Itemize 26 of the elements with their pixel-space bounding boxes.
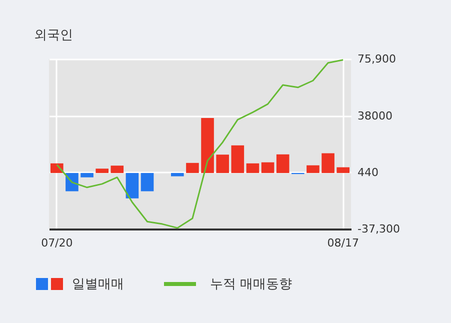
bar bbox=[186, 162, 199, 173]
bar bbox=[140, 172, 154, 192]
x-tick-label: 08/17 bbox=[327, 236, 359, 250]
chart-title: 외국인 bbox=[34, 27, 73, 44]
bar bbox=[80, 172, 94, 178]
bar bbox=[231, 145, 244, 173]
bar bbox=[201, 118, 214, 173]
legend-label: 일별매매 bbox=[72, 276, 124, 293]
bar bbox=[110, 166, 124, 173]
bar bbox=[171, 172, 184, 176]
line-series bbox=[56, 59, 344, 229]
bar bbox=[246, 163, 260, 173]
y-tick-label: -37,300 bbox=[358, 222, 400, 236]
y-tick-label: 440 bbox=[358, 166, 378, 179]
y-tick-label: 75,900 bbox=[358, 52, 396, 66]
bar bbox=[322, 153, 334, 173]
x-tick-label: 07/20 bbox=[41, 236, 73, 250]
legend-label: 누적 매매동향 bbox=[210, 276, 292, 293]
bar bbox=[96, 168, 108, 173]
bar bbox=[216, 154, 229, 173]
bar bbox=[126, 172, 139, 198]
bar bbox=[276, 154, 290, 173]
bar bbox=[261, 162, 274, 173]
bar bbox=[306, 165, 320, 173]
y-tick-label: 38000 bbox=[358, 109, 392, 122]
bar bbox=[336, 167, 350, 173]
